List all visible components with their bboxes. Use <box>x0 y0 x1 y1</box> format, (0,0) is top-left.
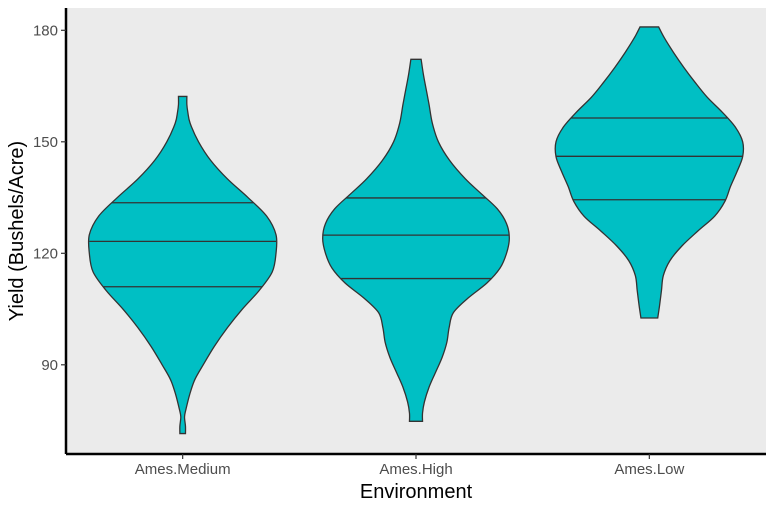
violin-ames-high <box>322 58 510 422</box>
y-tick-label: 90 <box>41 357 58 374</box>
y-axis-ticks: 90 120 150 180 <box>33 22 66 374</box>
y-tick-label: 180 <box>33 22 58 39</box>
x-tick-label: Ames.Medium <box>135 461 231 478</box>
y-tick-label: 120 <box>33 245 58 262</box>
violins-layer <box>87 26 745 435</box>
x-tick-label: Ames.High <box>379 461 452 478</box>
x-tick-label: Ames.Low <box>614 461 684 478</box>
y-tick-label: 150 <box>33 134 58 151</box>
violin-ames-medium <box>87 95 278 435</box>
y-axis-title: Yield (Bushels/Acre) <box>6 141 28 321</box>
x-axis-ticks: Ames.Medium Ames.High Ames.Low <box>135 454 685 478</box>
violin-ames-low <box>554 26 745 319</box>
x-axis-title: Environment <box>360 481 473 503</box>
